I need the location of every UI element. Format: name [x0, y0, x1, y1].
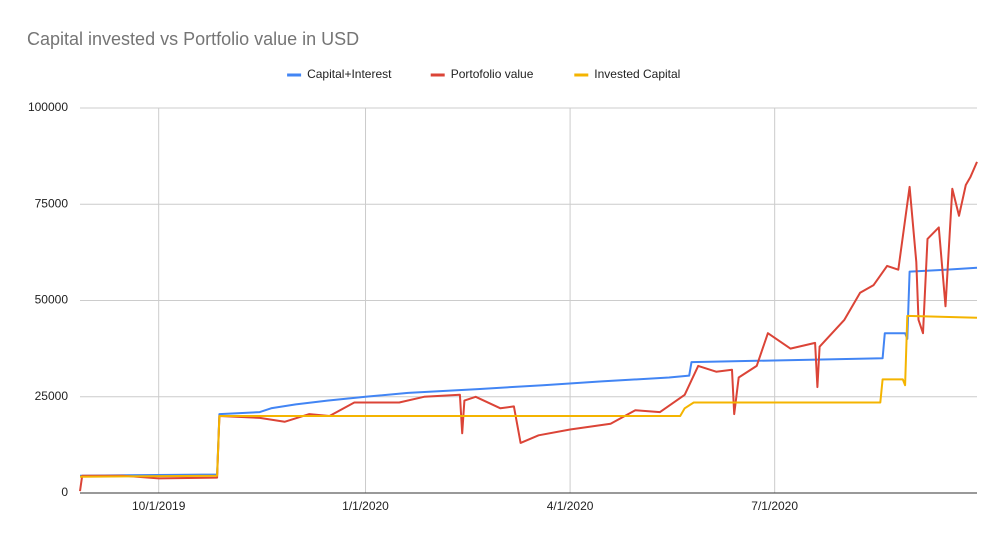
y-tick-label: 25000 [35, 389, 69, 403]
y-tick-label: 0 [61, 485, 68, 499]
y-tick-label: 50000 [35, 293, 69, 307]
y-tick-label: 100000 [28, 100, 68, 114]
y-tick-label: 75000 [35, 196, 69, 210]
legend-label: Capital+Interest [307, 67, 392, 81]
x-tick-label: 7/1/2020 [751, 499, 798, 513]
chart-title: Capital invested vs Portfolio value in U… [27, 29, 359, 49]
series-line [79, 314, 978, 478]
x-tick-label: 10/1/2019 [132, 499, 186, 513]
legend-label: Portofolio value [451, 67, 534, 81]
legend-label: Invested Capital [594, 67, 680, 81]
x-tick-label: 4/1/2020 [547, 499, 594, 513]
x-tick-label: 1/1/2020 [342, 499, 389, 513]
